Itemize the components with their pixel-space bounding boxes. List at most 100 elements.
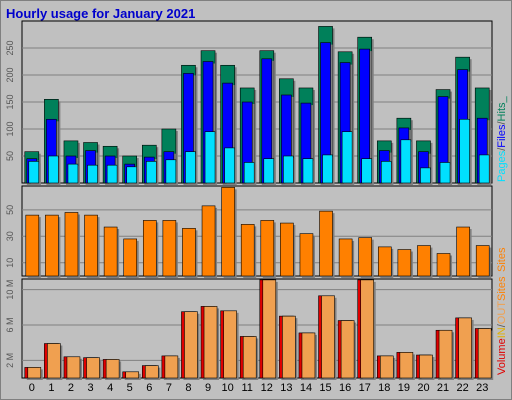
y-tick-label: 100 [5,121,15,136]
x-tick-label: 12 [261,382,273,394]
x-tick-label: 9 [205,382,211,394]
bar-out [282,315,296,379]
bar-sites [377,246,392,277]
bar-sites [103,226,118,277]
x-tick-label: 15 [319,382,331,394]
y-tick-label: 250 [5,40,15,55]
side-legend-item: _ [496,95,508,103]
side-legend-1: Sites [496,247,508,272]
bar-pages [165,159,177,184]
bar-out [105,359,120,379]
bar-out [438,329,453,379]
bar-out [477,328,492,379]
x-tick-label: 2 [68,382,74,394]
x-tick-label: 8 [185,382,191,394]
bar-sites [397,249,412,277]
bar-out [66,356,81,379]
bar-pages [341,131,353,184]
y-tick-label: 200 [5,67,15,82]
bar-sites [456,226,470,277]
y-tick-label: 10 M [5,280,15,300]
bar-out [321,295,335,379]
bar-pages [478,154,490,184]
bar-sites [260,220,275,277]
x-tick-label: 10 [222,382,234,394]
bar-out [144,365,159,379]
side-legend-item: Sites [496,247,508,272]
bar-pages [263,158,275,184]
bar-pages [67,163,79,184]
side-legend-item: Pages [496,150,508,182]
bar-sites [84,214,98,277]
bar-out [47,343,61,379]
bar-pages [283,155,294,184]
side-legend-0: Pages/Files/Hits_ [496,95,508,182]
bar-sites [436,253,451,277]
bar-sites [358,237,373,277]
bar-sites [25,214,40,277]
side-legend-item: IN [496,327,508,338]
x-tick-label: 18 [378,382,390,394]
bar-out [203,306,218,379]
bar-sites [142,220,157,277]
bar-sites [338,238,353,277]
x-tick-label: 11 [241,382,252,394]
side-legend-2: VolumeIN/OUTSites [496,276,508,375]
x-tick-label: 13 [280,382,292,394]
bar-pages [400,139,412,184]
x-tick-label: 4 [107,382,113,394]
bar-out [419,354,433,379]
x-tick-label: 0 [29,382,35,394]
bar-out [262,279,277,379]
bar-pages [420,167,431,184]
bar-out [379,355,394,379]
bar-sites [182,228,196,277]
side-legend-item: Hits [496,102,508,121]
bar-pages [204,131,216,184]
side-legend-item: Files [496,124,508,148]
bar-out [164,355,179,379]
bar-pages [322,154,333,184]
bar-pages [28,161,40,184]
x-tick-label: 19 [398,382,410,394]
y-tick-label: 30 [5,231,15,241]
x-tick-label: 17 [359,382,371,394]
side-legend-item: / [496,121,508,125]
bar-out [458,317,472,379]
chart-title: Hourly usage for January 2021 [6,6,196,21]
bar-pages [361,158,373,184]
bar-pages [48,155,59,184]
x-tick-label: 5 [127,382,133,394]
bar-sites [64,212,79,277]
bar-out [340,320,355,379]
x-tick-label: 1 [48,382,54,394]
bar-pages [302,158,314,184]
y-tick-label: 150 [5,94,15,109]
bar-pages [185,151,196,184]
x-tick-label: 21 [437,382,449,394]
bar-sites [45,214,59,277]
bar-pages [126,166,138,184]
bar-out [86,357,100,379]
bar-sites [280,222,294,277]
side-legend-item: OUT [496,301,508,325]
y-tick-label: 10 [5,258,15,268]
bar-pages [145,161,157,184]
bar-out [360,279,375,379]
bar-pages [243,162,255,184]
bar-out [223,310,237,379]
x-tick-label: 6 [146,382,152,394]
bar-out [125,371,140,379]
y-tick-label: 50 [5,205,15,215]
x-tick-label: 7 [166,382,172,394]
bar-pages [380,161,392,184]
x-tick-label: 3 [87,382,93,394]
y-tick-label: 2 M [5,353,15,368]
side-legend-item: Sites [496,276,508,301]
bar-pages [459,118,470,184]
bar-out [399,352,414,379]
bar-out [301,332,316,379]
x-tick-label: 22 [457,382,469,394]
x-tick-label: 23 [476,382,488,394]
